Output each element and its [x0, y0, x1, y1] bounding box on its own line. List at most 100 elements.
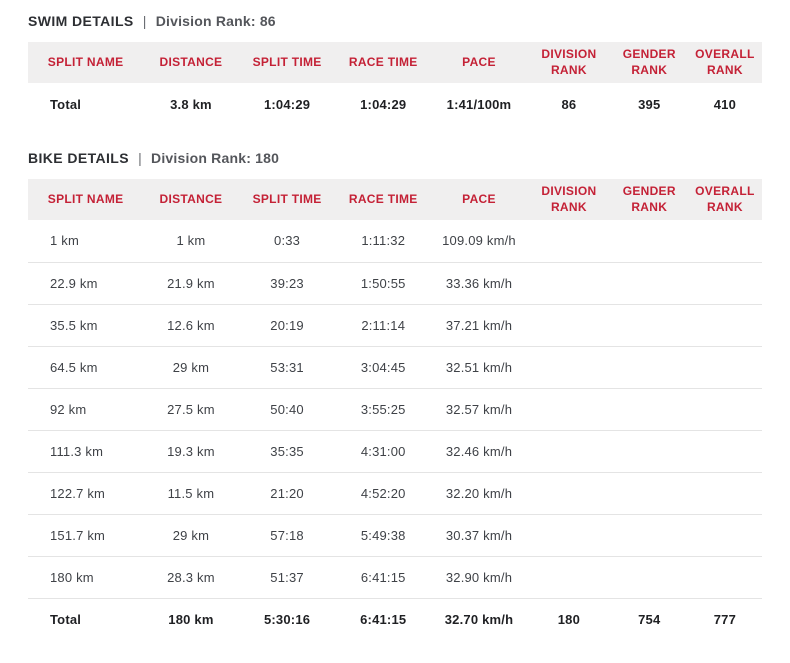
cell-overall-rank [687, 303, 762, 346]
split-row: 64.5 km 29 km 53:31 3:04:45 32.51 km/h [28, 345, 762, 388]
split-row: 180 km 28.3 km 51:37 6:41:15 32.90 km/h [28, 555, 762, 598]
cell-distance: 28.3 km [143, 555, 239, 598]
cell-pace: 109.09 km/h [442, 233, 516, 249]
column-header-overall-rank: OVERALL RANK [687, 42, 762, 83]
split-row: 22.9 km 21.9 km 39:23 1:50:55 33.36 km/h [28, 261, 762, 304]
cell-split-time: 21:20 [238, 471, 336, 514]
cell-pace: 1:41/100m [446, 96, 512, 112]
cell-race-time: 1:11:32 [361, 233, 406, 249]
cell-gender-rank [610, 429, 688, 472]
cell-split-time: 35:35 [238, 429, 336, 472]
cell-race-time: 6:41:15 [335, 555, 431, 598]
split-row: 122.7 km 11.5 km 21:20 4:52:20 32.20 km/h [28, 471, 762, 514]
cell-pace: 32.20 km/h [430, 471, 528, 514]
cell-gender-rank [610, 345, 688, 388]
cell-distance: 29 km [143, 513, 239, 556]
cell-gender-rank [610, 261, 688, 304]
cell-split-name: 22.9 km [28, 261, 144, 304]
split-row: 35.5 km 12.6 km 20:19 2:11:14 37.21 km/h [28, 303, 762, 346]
cell-gender-rank: 395 [638, 96, 661, 112]
split-row: 1 km 1 km 0:33 1:11:32 109.09 km/h [28, 220, 762, 262]
bike-details-section: BIKE DETAILS | Division Rank: 180 SPLIT … [28, 150, 762, 640]
cell-distance: 12.6 km [143, 303, 239, 346]
swim-details-table: SPLIT NAME DISTANCE SPLIT TIME RACE TIME PAC… [28, 42, 762, 125]
cell-division-rank [527, 429, 611, 472]
split-row: 151.7 km 29 km 57:18 5:49:38 30.37 km/h [28, 513, 762, 556]
cell-split-time: 53:31 [238, 345, 336, 388]
heading-divider: | [142, 13, 147, 29]
cell-distance: 1 km [176, 233, 206, 249]
cell-division-rank: 86 [561, 96, 577, 112]
cell-division-rank [527, 303, 611, 346]
cell-pace: 32.51 km/h [430, 345, 528, 388]
cell-overall-rank: 410 [713, 96, 737, 112]
cell-distance: 11.5 km [143, 471, 239, 514]
cell-distance: 29 km [143, 345, 239, 388]
cell-division-rank [527, 345, 611, 388]
cell-overall-rank [687, 555, 762, 598]
cell-division-rank [527, 387, 611, 430]
cell-gender-rank [611, 220, 688, 262]
results-page: SWIM DETAILS | Division Rank: 86 SPLIT N… [28, 13, 762, 640]
cell-split-time: 5:30:16 [238, 597, 336, 640]
cell-gender-rank [610, 471, 688, 514]
split-row: 92 km 27.5 km 50:40 3:55:25 32.57 km/h [28, 387, 762, 430]
cell-split-time: 39:23 [238, 261, 336, 304]
cell-split-time: 57:18 [238, 513, 336, 556]
division-rank-label: Division Rank: 180 [151, 150, 280, 166]
column-header-race-time: RACE TIME [335, 42, 431, 83]
cell-division-rank [527, 261, 611, 304]
column-header-distance: DISTANCE [143, 42, 239, 83]
cell-split-name: 180 km [28, 555, 144, 598]
bike-details-table: SPLIT NAME DISTANCE SPLIT TIME RACE TIME PAC… [28, 179, 762, 640]
section-title: SWIM DETAILS [28, 13, 134, 29]
cell-split-name: 35.5 km [28, 303, 144, 346]
cell-division-rank [527, 513, 611, 556]
cell-overall-rank [688, 220, 762, 262]
column-header-gender-rank: GENDER RANK [610, 42, 688, 83]
cell-race-time: 3:04:45 [335, 345, 431, 388]
cell-overall-rank [687, 513, 762, 556]
column-header-pace: PACE [430, 179, 528, 220]
cell-split-time: 0:33 [274, 233, 301, 249]
cell-split-name: 151.7 km [28, 513, 144, 556]
cell-pace: 32.90 km/h [430, 555, 528, 598]
cell-race-time: 6:41:15 [335, 597, 431, 640]
cell-split-time: 50:40 [238, 387, 336, 430]
cell-gender-rank: 754 [610, 597, 688, 640]
swim-details-section: SWIM DETAILS | Division Rank: 86 SPLIT N… [28, 13, 762, 125]
column-header-overall-rank: OVERALL RANK [687, 179, 762, 220]
cell-overall-rank: 777 [687, 597, 762, 640]
table-body: Total 3.8 km 1:04:29 1:04:29 1:41/100m 86 395 4… [28, 83, 762, 125]
cell-division-rank [527, 471, 611, 514]
column-header-split-name: SPLIT NAME [28, 42, 144, 83]
cell-distance: 21.9 km [143, 261, 239, 304]
column-header-split-time: SPLIT TIME [238, 42, 336, 83]
cell-overall-rank [687, 345, 762, 388]
heading-divider: | [138, 150, 142, 166]
cell-split-time: 51:37 [238, 555, 336, 598]
cell-gender-rank [610, 513, 688, 556]
bike-section-heading: BIKE DETAILS | Division Rank: 180 [28, 150, 762, 166]
cell-race-time: 4:31:00 [335, 429, 431, 472]
table-body: 1 km 1 km 0:33 1:11:32 109.09 km/h 22.9 km 21.… [28, 220, 762, 640]
cell-overall-rank [687, 261, 762, 304]
cell-split-name: Total [28, 597, 144, 640]
cell-overall-rank [687, 387, 762, 430]
cell-overall-rank [687, 471, 762, 514]
table-header: SPLIT NAME DISTANCE SPLIT TIME RACE TIME PAC… [28, 179, 762, 220]
cell-split-time: 1:04:29 [263, 96, 311, 112]
cell-split-name: 122.7 km [28, 471, 144, 514]
column-header-division-rank: DIVISION RANK [527, 42, 611, 83]
swim-section-heading: SWIM DETAILS | Division Rank: 86 [28, 13, 762, 29]
cell-race-time: 5:49:38 [335, 513, 431, 556]
cell-gender-rank [610, 387, 688, 430]
column-header-race-time: RACE TIME [335, 179, 431, 220]
total-row: Total 3.8 km 1:04:29 1:04:29 1:41/100m 86 395 4… [28, 83, 762, 125]
total-row: Total 180 km 5:30:16 6:41:15 32.70 km/h 180 75… [28, 597, 762, 640]
cell-split-time: 20:19 [238, 303, 336, 346]
column-header-split-name: SPLIT NAME [28, 179, 144, 220]
cell-distance: 3.8 km [170, 96, 212, 112]
cell-race-time: 1:50:55 [335, 261, 431, 304]
split-row: 111.3 km 19.3 km 35:35 4:31:00 32.46 km/h [28, 429, 762, 472]
